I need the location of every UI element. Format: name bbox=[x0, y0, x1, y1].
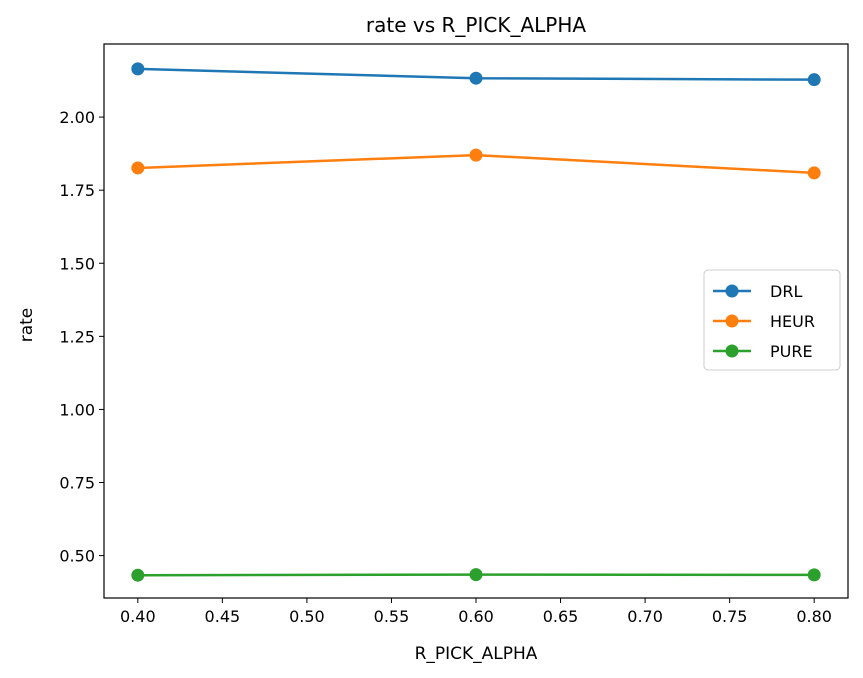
x-tick-label: 0.55 bbox=[374, 607, 410, 626]
x-tick-label: 0.75 bbox=[712, 607, 748, 626]
data-point-pure bbox=[469, 568, 483, 582]
legend-label-pure: PURE bbox=[770, 342, 813, 361]
x-tick-label: 0.65 bbox=[543, 607, 579, 626]
x-tick-label: 0.40 bbox=[120, 607, 156, 626]
data-point-pure bbox=[807, 568, 821, 582]
x-tick-label: 0.70 bbox=[627, 607, 663, 626]
data-point-drl bbox=[131, 62, 145, 76]
x-axis-label: R_PICK_ALPHA bbox=[415, 644, 538, 664]
legend-marker-drl bbox=[725, 284, 739, 298]
legend-marker-pure bbox=[725, 344, 739, 358]
y-tick-label: 2.00 bbox=[59, 108, 95, 127]
series-heur bbox=[131, 148, 821, 180]
y-tick-label: 1.75 bbox=[59, 181, 95, 200]
x-tick-label: 0.60 bbox=[458, 607, 494, 626]
series-drl bbox=[131, 62, 821, 87]
y-tick-label: 1.50 bbox=[59, 254, 95, 273]
data-point-drl bbox=[807, 73, 821, 87]
y-tick-label: 0.75 bbox=[59, 474, 95, 493]
series-pure bbox=[131, 568, 821, 582]
x-tick-label: 0.80 bbox=[796, 607, 832, 626]
y-tick-label: 1.00 bbox=[59, 400, 95, 419]
data-point-heur bbox=[131, 161, 145, 175]
legend: DRL HEUR PURE bbox=[703, 269, 841, 371]
data-point-heur bbox=[807, 166, 821, 180]
data-point-pure bbox=[131, 568, 145, 582]
y-axis-label: rate bbox=[17, 308, 37, 343]
x-tick-label: 0.45 bbox=[205, 607, 241, 626]
legend-box bbox=[703, 269, 841, 371]
data-point-heur bbox=[469, 148, 483, 162]
data-point-drl bbox=[469, 71, 483, 85]
y-tick-label: 0.50 bbox=[59, 547, 95, 566]
legend-label-drl: DRL bbox=[770, 282, 802, 301]
plot-area: 0.40 0.45 0.50 0.55 0.60 0.65 0.70 0.75 0.80 0.50… bbox=[59, 43, 849, 626]
legend-label-heur: HEUR bbox=[770, 312, 815, 331]
y-tick-label: 1.25 bbox=[59, 327, 95, 346]
chart-title: rate vs R_PICK_ALPHA bbox=[366, 13, 586, 37]
x-tick-label: 0.50 bbox=[289, 607, 325, 626]
legend-marker-heur bbox=[725, 314, 739, 328]
